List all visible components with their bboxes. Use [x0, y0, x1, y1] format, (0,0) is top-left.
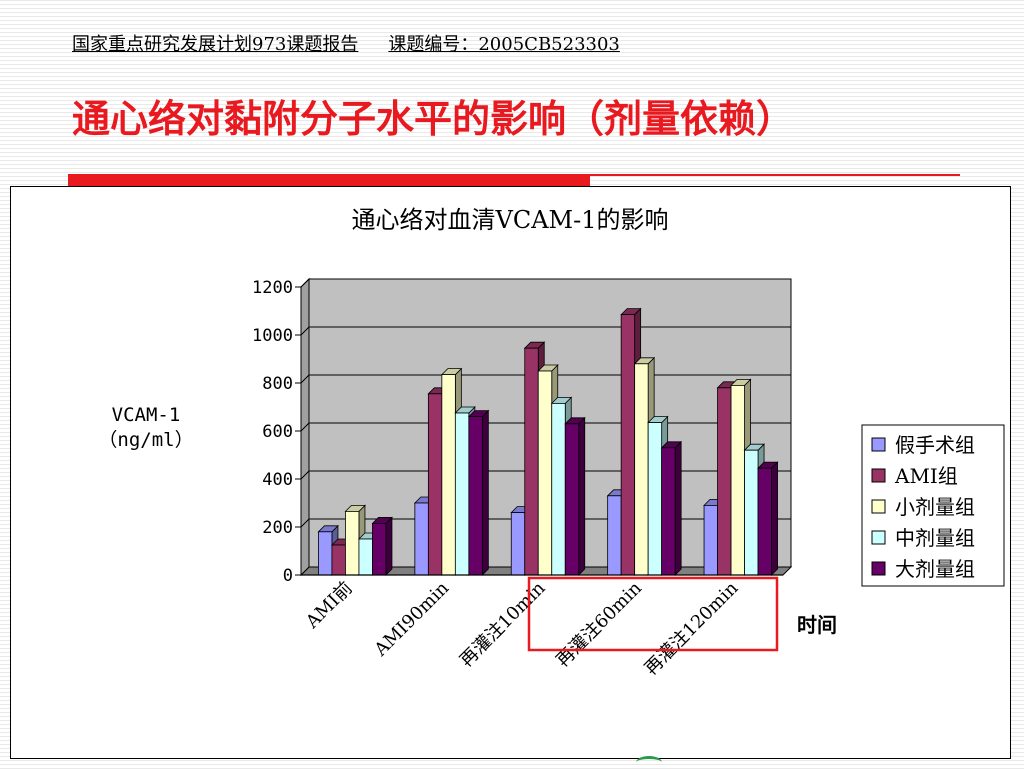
bar	[358, 538, 373, 576]
bar-side	[385, 516, 393, 576]
x-tick-label: 再灌注120min	[641, 577, 743, 679]
gridline-depth	[300, 326, 310, 336]
bar	[661, 447, 676, 576]
gridline-depth	[300, 518, 310, 528]
y-tick-label: 600	[262, 422, 293, 442]
bar	[717, 387, 732, 576]
project-code: 课题编号：2005CB523303	[388, 34, 620, 55]
bar	[427, 393, 443, 576]
x-axis-label: 时间	[797, 613, 837, 637]
y-tick-label: 1000	[252, 326, 293, 346]
bar	[372, 523, 387, 576]
x-tick-label: 再灌注10min	[456, 577, 550, 671]
legend-swatch	[871, 468, 886, 483]
bar	[345, 510, 360, 576]
bar	[730, 384, 745, 576]
report-header: 国家重点研究发展计划973课题报告 课题编号：2005CB523303	[72, 30, 620, 56]
footer-logo-fragment	[636, 756, 662, 769]
x-tick-label: AMI90min	[370, 577, 454, 661]
legend-swatch	[871, 437, 886, 452]
y-tick-label: 0	[283, 566, 293, 586]
bar-side	[578, 416, 586, 576]
bar	[744, 449, 759, 576]
legend-swatch	[871, 530, 886, 545]
x-tick-label: AMI前	[301, 578, 357, 634]
y-tick-label: 400	[262, 470, 293, 490]
bar	[524, 347, 539, 576]
bar	[318, 531, 333, 576]
legend-label: 大剂量组	[895, 557, 975, 581]
legend-swatch	[871, 561, 886, 576]
gridline-depth	[300, 422, 310, 432]
chart-title: 通心络对血清VCAM-1的影响	[352, 206, 669, 234]
bar-side	[771, 461, 778, 576]
y-axis-label: VCAM-1	[112, 404, 181, 426]
bar	[564, 423, 580, 576]
bar	[454, 412, 470, 576]
page-title: 通心络对黏附分子水平的影响（剂量依赖）	[72, 97, 795, 141]
legend-swatch	[871, 499, 886, 514]
bar	[703, 504, 718, 576]
bar	[468, 416, 483, 576]
bar-side	[674, 440, 682, 576]
bar	[414, 502, 429, 576]
gridline-depth	[300, 278, 310, 288]
legend-label: AMI组	[894, 464, 958, 488]
y-tick-label: 800	[262, 374, 293, 394]
x-tick-label: 再灌注60min	[552, 577, 646, 671]
bar	[607, 495, 622, 576]
bar	[537, 370, 553, 576]
y-axis-label-unit: （ng/ml）	[98, 429, 193, 451]
y-tick-label: 200	[262, 518, 293, 538]
report-name: 国家重点研究发展计划973课题报告	[72, 34, 359, 55]
bar	[620, 314, 636, 576]
legend-box	[861, 424, 1005, 587]
title-underline-bar	[68, 174, 590, 186]
gridline-depth	[300, 374, 310, 384]
legend-label: 假手术组	[895, 433, 975, 457]
bar	[441, 374, 456, 576]
bar-side	[481, 409, 489, 576]
bar	[331, 544, 346, 576]
legend-label: 小剂量组	[895, 495, 975, 519]
highlight-box	[527, 576, 779, 652]
bar	[757, 467, 772, 576]
y-tick-label: 1200	[252, 278, 293, 298]
gridline-depth	[300, 470, 310, 480]
bar	[510, 512, 526, 576]
legend-label: 中剂量组	[895, 526, 975, 550]
title-underline-thin	[590, 174, 960, 176]
bar	[551, 402, 566, 576]
bar	[634, 363, 649, 576]
bar	[647, 422, 663, 576]
